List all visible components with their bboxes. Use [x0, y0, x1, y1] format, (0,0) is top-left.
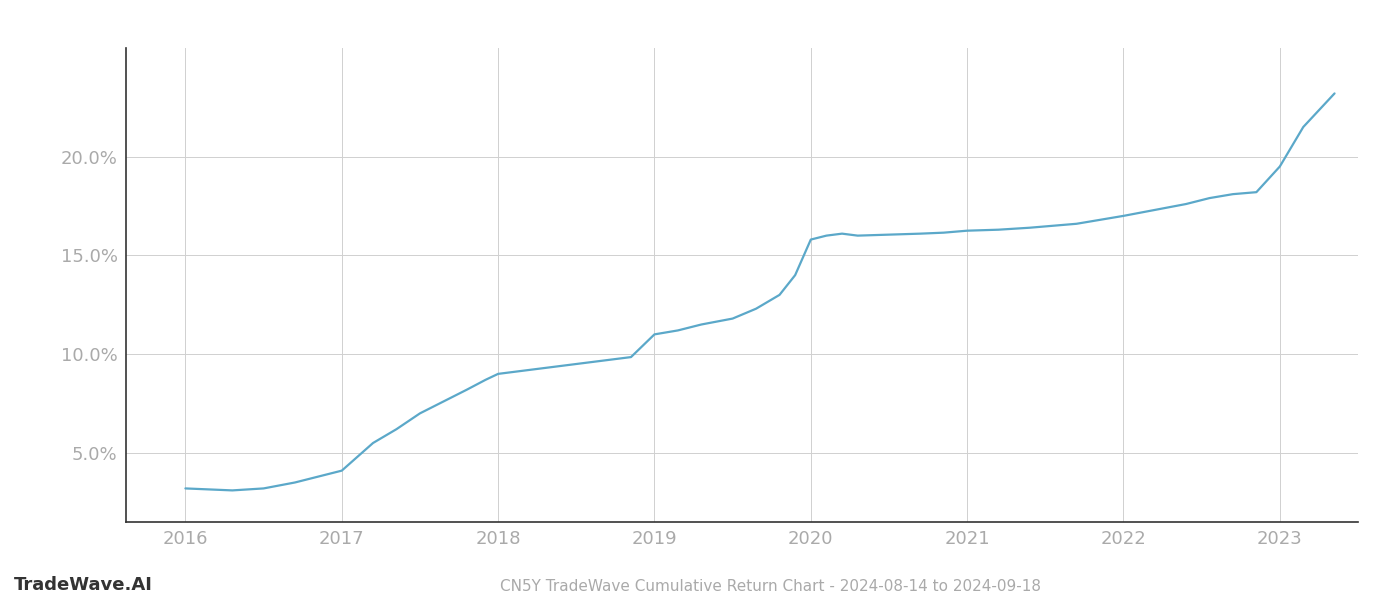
Text: CN5Y TradeWave Cumulative Return Chart - 2024-08-14 to 2024-09-18: CN5Y TradeWave Cumulative Return Chart -…: [500, 579, 1040, 594]
Text: TradeWave.AI: TradeWave.AI: [14, 576, 153, 594]
